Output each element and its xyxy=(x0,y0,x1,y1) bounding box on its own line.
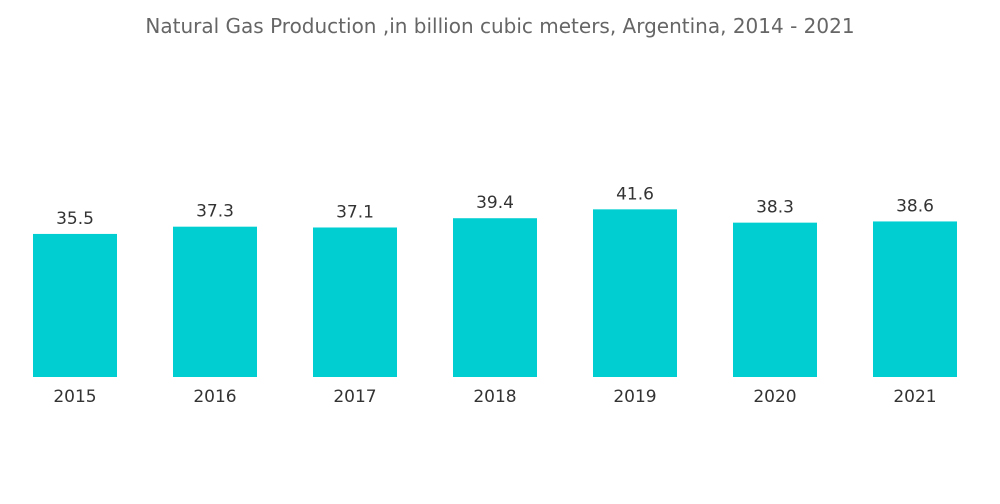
value-label-2020: 38.3 xyxy=(756,198,794,218)
x-tick-2018: 2018 xyxy=(473,387,516,407)
bar-2019 xyxy=(593,209,677,377)
bar-2016 xyxy=(173,226,257,377)
x-tick-2016: 2016 xyxy=(193,387,236,407)
bar-2015 xyxy=(33,233,117,377)
x-tick-2015: 2015 xyxy=(53,387,96,407)
bar-2017 xyxy=(313,227,397,377)
bar-2021 xyxy=(873,221,957,377)
value-label-2017: 37.1 xyxy=(336,202,374,222)
x-tick-2021: 2021 xyxy=(893,387,936,407)
x-tick-2017: 2017 xyxy=(333,387,376,407)
x-axis-ticks: 2015 2016 2017 2018 2019 2020 2021 xyxy=(53,387,936,407)
bar-2018 xyxy=(453,218,537,377)
value-label-2016: 37.3 xyxy=(196,202,234,222)
x-tick-2019: 2019 xyxy=(613,387,656,407)
bar-2020 xyxy=(733,222,817,377)
chart-title: Natural Gas Production ,in billion cubic… xyxy=(145,14,855,38)
value-label-2021: 38.6 xyxy=(896,196,934,216)
value-label-2015: 35.5 xyxy=(56,209,94,229)
x-tick-2020: 2020 xyxy=(753,387,796,407)
value-label-2019: 41.6 xyxy=(616,184,654,204)
bars-group xyxy=(33,209,957,377)
value-labels-group: 35.5 37.3 37.1 39.4 41.6 38.3 38.6 xyxy=(56,184,934,229)
value-label-2018: 39.4 xyxy=(476,193,514,213)
